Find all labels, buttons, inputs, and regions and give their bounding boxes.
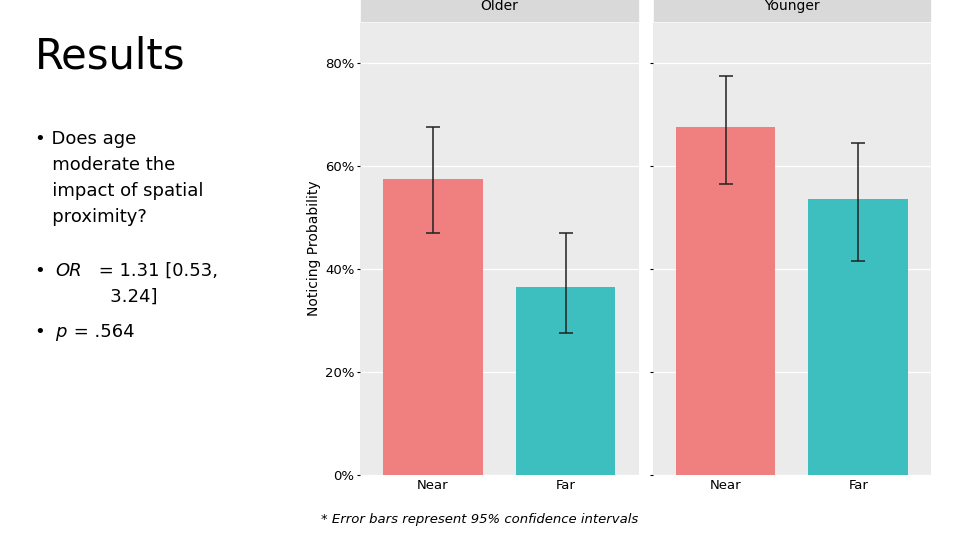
Text: Younger: Younger bbox=[764, 0, 820, 13]
Bar bbox=[676, 127, 776, 475]
Bar bbox=[383, 179, 483, 475]
FancyBboxPatch shape bbox=[360, 0, 638, 22]
Text: p: p bbox=[56, 323, 66, 341]
Text: = .564: = .564 bbox=[68, 323, 134, 341]
FancyBboxPatch shape bbox=[653, 0, 931, 22]
Text: * Error bars represent 95% confidence intervals: * Error bars represent 95% confidence in… bbox=[322, 514, 638, 526]
Text: • Does age
   moderate the
   impact of spatial
   proximity?: • Does age moderate the impact of spatia… bbox=[35, 131, 204, 226]
Text: Results: Results bbox=[35, 35, 185, 77]
Text: OR: OR bbox=[56, 262, 82, 280]
Text: •: • bbox=[35, 262, 52, 280]
Text: Older: Older bbox=[480, 0, 518, 13]
Bar bbox=[808, 199, 908, 475]
Bar bbox=[516, 287, 615, 475]
Y-axis label: Noticing Probability: Noticing Probability bbox=[307, 180, 321, 316]
Text: = 1.31 [0.53,
   3.24]: = 1.31 [0.53, 3.24] bbox=[93, 262, 218, 306]
Text: •: • bbox=[35, 323, 52, 341]
